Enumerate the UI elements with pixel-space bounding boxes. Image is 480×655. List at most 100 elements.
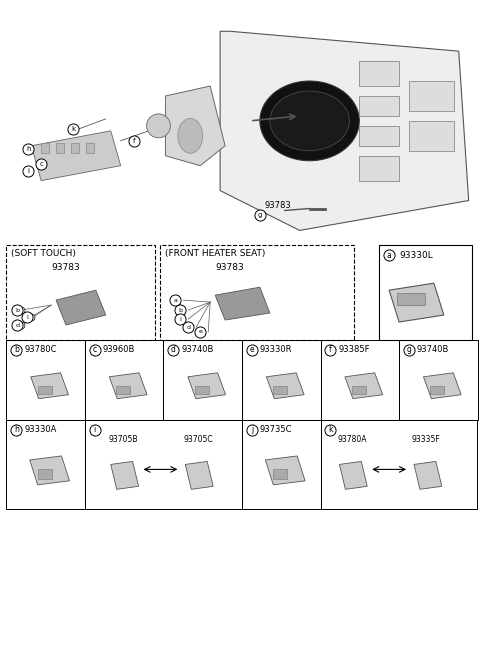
Polygon shape (423, 373, 461, 399)
Bar (409, 121, 454, 151)
Bar (397, 293, 425, 305)
Ellipse shape (178, 119, 203, 153)
Text: 93705C: 93705C (183, 435, 213, 444)
Text: h: h (26, 146, 31, 152)
Bar (360, 126, 399, 146)
Text: c: c (39, 160, 43, 167)
Text: 93960B: 93960B (103, 345, 135, 354)
Bar (360, 61, 399, 86)
Bar (431, 386, 444, 394)
Bar (379, 246, 472, 340)
Text: b: b (15, 308, 19, 312)
Circle shape (28, 314, 34, 320)
Bar (116, 386, 130, 394)
Text: g: g (407, 345, 411, 354)
Text: d: d (15, 322, 19, 328)
Bar (273, 386, 287, 394)
Text: (FRONT HEATER SEAT): (FRONT HEATER SEAT) (166, 249, 266, 258)
Bar (71, 143, 79, 153)
Polygon shape (31, 373, 69, 399)
Ellipse shape (260, 81, 360, 160)
Bar (37, 386, 51, 394)
Polygon shape (30, 456, 70, 485)
Bar (242, 340, 321, 420)
Circle shape (146, 114, 170, 138)
Text: h: h (14, 425, 19, 434)
Bar (56, 143, 64, 153)
Bar (321, 420, 477, 509)
Polygon shape (109, 373, 147, 399)
Text: d: d (171, 345, 176, 354)
Bar (242, 420, 321, 509)
Text: i: i (27, 168, 29, 174)
Text: 93780A: 93780A (337, 435, 367, 444)
Polygon shape (389, 283, 444, 322)
Bar (360, 156, 399, 181)
Text: 93705B: 93705B (109, 435, 138, 444)
Text: b: b (14, 345, 19, 354)
Circle shape (18, 307, 24, 313)
Text: f: f (329, 345, 332, 354)
Polygon shape (56, 290, 106, 325)
Text: f: f (132, 138, 135, 144)
Polygon shape (111, 461, 139, 489)
Bar (360, 96, 399, 116)
Bar (85, 420, 242, 509)
Ellipse shape (270, 91, 349, 151)
Text: c: c (93, 345, 97, 354)
Polygon shape (265, 456, 305, 485)
Polygon shape (166, 86, 225, 166)
Bar (6, 340, 85, 420)
Bar (37, 470, 51, 479)
Bar (41, 143, 49, 153)
Text: e: e (198, 329, 202, 335)
Polygon shape (266, 373, 304, 399)
Text: 93330L: 93330L (399, 251, 433, 260)
Circle shape (18, 322, 24, 328)
Bar (160, 246, 354, 340)
Polygon shape (220, 31, 468, 231)
Polygon shape (188, 373, 226, 399)
Text: 93783: 93783 (215, 263, 244, 272)
Polygon shape (185, 461, 213, 489)
Bar (409, 81, 454, 111)
Text: 93783: 93783 (265, 201, 292, 210)
Bar (6, 420, 85, 509)
Bar (195, 386, 209, 394)
Polygon shape (414, 461, 442, 489)
Text: g: g (258, 212, 262, 219)
Text: a: a (387, 251, 392, 260)
Text: a: a (173, 297, 177, 303)
Text: i: i (94, 425, 96, 434)
Bar (352, 386, 366, 394)
Polygon shape (215, 287, 270, 320)
Polygon shape (339, 461, 367, 489)
Text: d: d (186, 324, 190, 329)
Bar (86, 143, 94, 153)
Bar (399, 340, 478, 420)
Text: l: l (26, 314, 28, 320)
Text: l: l (180, 316, 181, 322)
Text: j: j (251, 425, 253, 434)
Text: 93780C: 93780C (24, 345, 57, 354)
Polygon shape (31, 131, 120, 181)
Bar (85, 340, 164, 420)
Text: 93783: 93783 (51, 263, 80, 272)
Polygon shape (345, 373, 383, 399)
Text: (SOFT TOUCH): (SOFT TOUCH) (12, 249, 76, 258)
Text: 93330R: 93330R (260, 345, 292, 354)
Bar (321, 340, 399, 420)
Text: e: e (250, 345, 254, 354)
Bar (164, 340, 242, 420)
Bar (273, 470, 287, 479)
Text: 93735C: 93735C (260, 425, 292, 434)
Text: 93335F: 93335F (412, 435, 441, 444)
Text: 93740B: 93740B (181, 345, 214, 354)
Text: 93740B: 93740B (417, 345, 449, 354)
Text: k: k (328, 425, 333, 434)
Text: 93385F: 93385F (338, 345, 370, 354)
Text: b: b (179, 308, 182, 312)
Text: k: k (71, 126, 75, 132)
Bar (6, 246, 156, 340)
Text: 93330A: 93330A (24, 425, 57, 434)
